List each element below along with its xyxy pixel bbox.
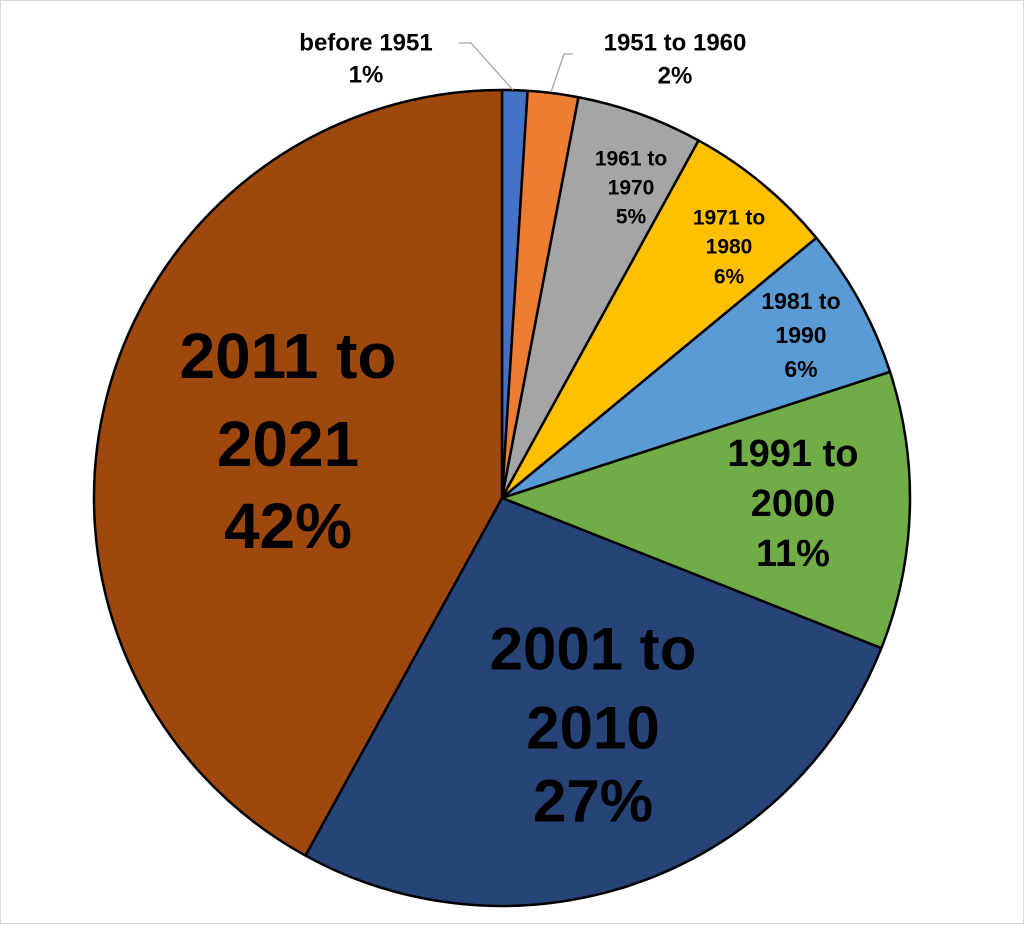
data-label-category: 1990 [775,322,826,348]
pie-slice-2011-to-2021 [92,88,504,857]
data-label-category: 1991 to [728,433,859,475]
data-label-percent: 42% [224,490,352,562]
data-label-category: 1980 [706,236,753,259]
data-label: before 1951 1% [299,30,432,89]
pie-slice-1971-to-1980 [500,139,818,500]
pie-slice-2001-to-2010 [304,496,883,908]
data-label: 1961 to 1970 5% [595,148,667,229]
data-label: 1951 to 1960 2% [604,30,747,90]
data-label-category: 2021 [217,408,359,480]
data-label-category: 2011 to [179,320,396,392]
data-label-category: 2001 to [490,616,697,683]
data-label: 2011 to 2021 42% [179,320,396,562]
data-label-percent: 1% [349,62,384,89]
data-label-category: 1981 to [761,288,840,314]
pie-slice-1981-to-1990 [500,236,892,500]
data-label-category: 2010 [526,695,659,762]
data-label-category: 1971 to [693,207,765,230]
data-label-category: 2000 [751,483,836,525]
data-label-category: 1951 to 1960 [604,30,747,57]
data-label-percent: 27% [533,768,653,835]
leader-line [550,53,573,93]
data-label-category: before 1951 [299,30,432,57]
data-label: 1971 to 1980 6% [693,207,765,289]
leader-line [459,42,514,91]
data-label: 1981 to 1990 6% [761,288,840,382]
pie-slice-1991-to-2000 [500,370,912,650]
data-label-percent: 6% [784,356,817,382]
data-label-category: 1961 to [595,148,667,171]
data-label-percent: 11% [756,533,830,575]
data-label-percent: 6% [714,266,745,289]
data-label-category: 1970 [608,177,655,200]
data-label-percent: 2% [658,63,693,90]
data-label-percent: 5% [616,206,647,229]
data-label: 1991 to 2000 11% [728,433,859,575]
